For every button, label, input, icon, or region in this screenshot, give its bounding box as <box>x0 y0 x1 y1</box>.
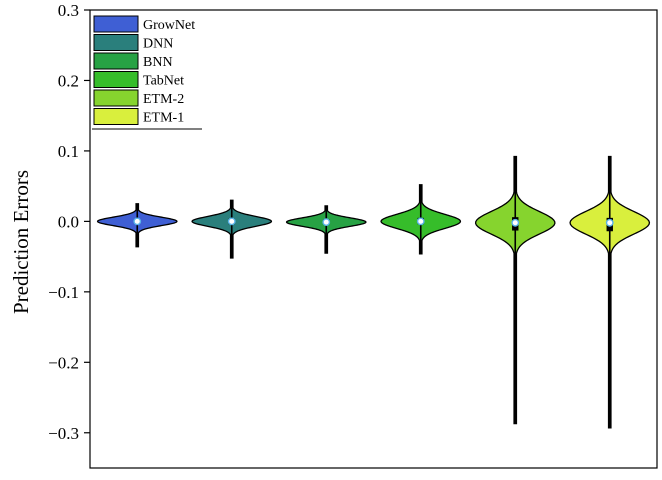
legend: GrowNet DNN BNN TabNet ETM-2 ETM-1 <box>92 14 202 130</box>
legend-label: BNN <box>143 55 173 70</box>
legend-label: ETM-2 <box>143 92 184 107</box>
y-tick-label: 0.0 <box>58 212 79 231</box>
legend-swatch <box>93 108 139 125</box>
violin-median-point <box>511 218 520 227</box>
violin-tabnet <box>380 184 462 255</box>
violin-bnn <box>285 205 367 254</box>
legend-swatch <box>93 15 139 33</box>
y-tick-label: −0.3 <box>48 424 79 443</box>
plot-frame <box>89 9 658 469</box>
legend-entry: ETM-2 <box>93 89 184 107</box>
y-tick-label: 0.3 <box>58 1 79 20</box>
legend-swatch <box>93 52 139 70</box>
y-tick-label: −0.2 <box>48 353 79 372</box>
violins <box>96 155 651 429</box>
y-tick-label: 0.1 <box>58 142 79 161</box>
y-tick-label: 0.2 <box>58 71 79 90</box>
legend-entry: BNN <box>93 52 173 70</box>
legend-entry: TabNet <box>93 71 184 89</box>
legend-swatch <box>93 89 139 107</box>
legend-label: DNN <box>143 37 173 52</box>
y-axis: 0.3 0.2 0.1 0.0 −0.1 −0.2 −0.3 <box>48 1 90 443</box>
legend-label: GrowNet <box>143 18 195 33</box>
legend-swatch <box>93 34 139 51</box>
violin-median-point <box>322 218 331 226</box>
violin-grownet <box>96 203 178 248</box>
legend-label: ETM-1 <box>143 111 184 126</box>
legend-entry: GrowNet <box>93 15 195 33</box>
violin-median-point <box>227 217 236 226</box>
violin-median-point <box>416 217 425 226</box>
y-axis-label: Prediction Errors <box>9 170 33 314</box>
y-tick-label: −0.1 <box>48 283 79 302</box>
violin-dnn <box>191 199 273 259</box>
legend-entry: ETM-1 <box>93 108 184 126</box>
legend-label: TabNet <box>143 74 184 89</box>
legend-entry: DNN <box>93 34 173 52</box>
violin-median-point <box>605 218 614 227</box>
violin-etm-2 <box>474 155 556 425</box>
violin-median-point <box>133 217 142 226</box>
legend-swatch <box>93 71 139 88</box>
violin-etm-1 <box>569 155 651 429</box>
